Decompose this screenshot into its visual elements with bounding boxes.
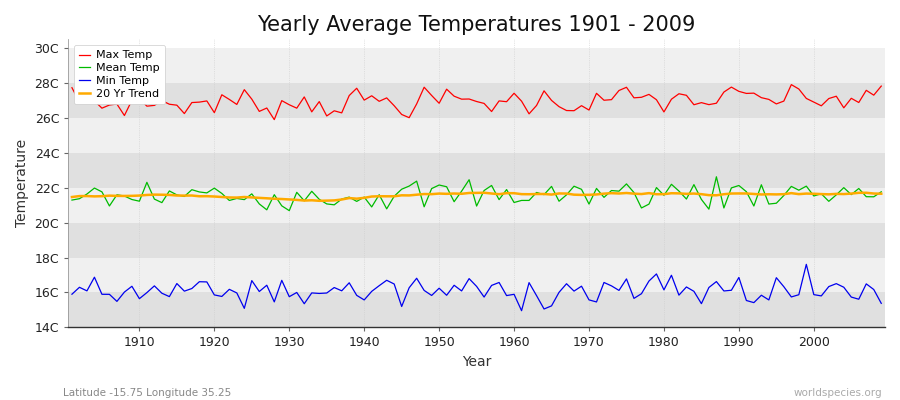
20 Yr Trend [614,191,625,196]
Min Temp [127,284,138,289]
Max Temp [517,99,527,104]
Min Temp [801,262,812,267]
Mean Temp [876,189,886,194]
Max Temp [299,94,310,99]
Bar [68,188,885,223]
20 Yr Trend [67,195,77,200]
Mean Temp [127,197,138,202]
Min Temp [67,292,77,296]
20 Yr Trend [479,190,490,195]
Min Temp [292,290,302,295]
Title: Yearly Average Temperatures 1901 - 2009: Yearly Average Temperatures 1901 - 2009 [257,15,696,35]
20 Yr Trend [517,192,527,196]
Bar [68,258,885,292]
Max Temp [786,82,796,87]
20 Yr Trend [127,194,138,198]
Line: 20 Yr Trend: 20 Yr Trend [72,193,881,201]
Mean Temp [284,208,294,213]
Line: Mean Temp: Mean Temp [72,177,881,211]
Mean Temp [606,188,616,193]
Min Temp [501,293,512,298]
Max Temp [269,117,280,122]
Text: Latitude -15.75 Longitude 35.25: Latitude -15.75 Longitude 35.25 [63,388,231,398]
Bar [68,153,885,188]
Mean Temp [299,198,310,203]
Text: worldspecies.org: worldspecies.org [794,388,882,398]
Min Temp [606,284,616,288]
Min Temp [337,288,347,293]
20 Yr Trend [344,196,355,200]
Max Temp [127,98,138,103]
Max Temp [508,91,519,96]
Mean Temp [508,200,519,205]
Mean Temp [711,174,722,179]
Min Temp [517,308,527,313]
Max Temp [67,85,77,90]
Max Temp [606,97,616,102]
20 Yr Trend [292,198,302,202]
Bar [68,118,885,153]
Legend: Max Temp, Mean Temp, Min Temp, 20 Yr Trend: Max Temp, Mean Temp, Min Temp, 20 Yr Tre… [74,45,166,104]
Mean Temp [67,198,77,202]
Line: Min Temp: Min Temp [72,264,881,311]
20 Yr Trend [876,191,886,196]
Line: Max Temp: Max Temp [72,85,881,120]
Min Temp [876,301,886,306]
Bar [68,83,885,118]
Mean Temp [517,198,527,203]
Max Temp [876,84,886,88]
Y-axis label: Temperature: Temperature [15,139,29,228]
X-axis label: Year: Year [462,355,491,369]
Max Temp [344,93,355,98]
Mean Temp [344,195,355,200]
Bar [68,223,885,258]
Bar [68,48,885,83]
Bar [68,292,885,328]
20 Yr Trend [524,192,535,197]
20 Yr Trend [314,198,325,203]
Min Temp [508,292,519,297]
